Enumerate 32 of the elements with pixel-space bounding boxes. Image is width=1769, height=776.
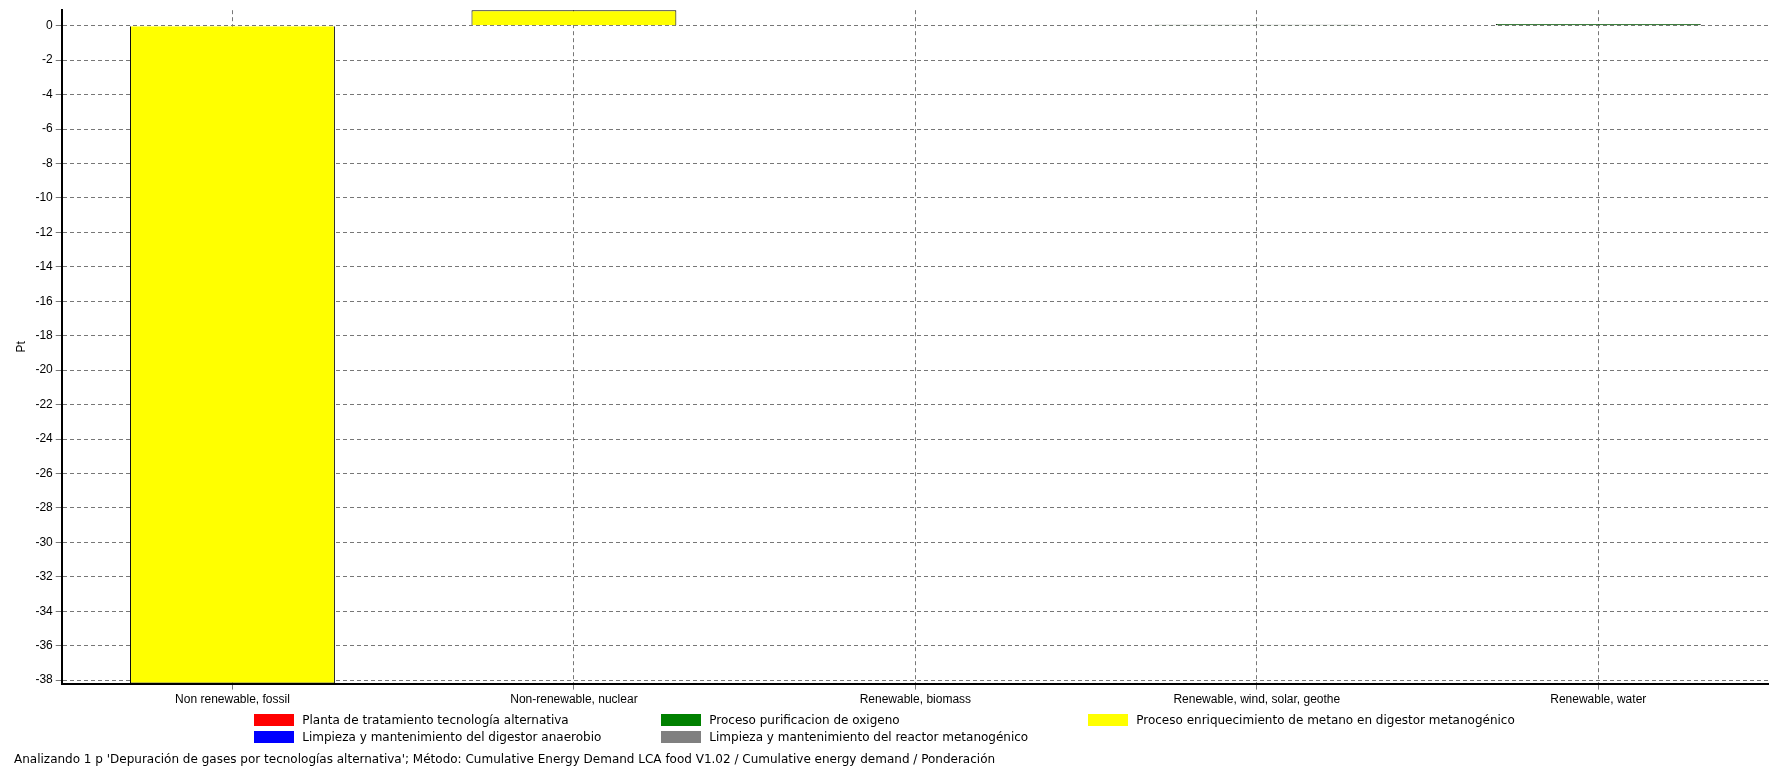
- y-tick-label: -2: [42, 52, 54, 67]
- y-tick-label: -38: [35, 672, 54, 687]
- y-tick-label: -34: [35, 603, 54, 618]
- y-tick-label: -18: [35, 328, 54, 343]
- x-tick-label: Non renewable, fossil: [175, 692, 290, 707]
- legend-label: Planta de tratamiento tecnología alternativa: [302, 712, 569, 727]
- y-tick-label: -30: [35, 534, 54, 549]
- y-tick-label: -22: [35, 396, 54, 411]
- y-tick-label: -8: [42, 155, 54, 170]
- x-tick-label: Renewable, wind, solar, geothe: [1173, 692, 1341, 707]
- y-tick-label: -16: [35, 293, 54, 308]
- x-tick-label: Renewable, water: [1550, 692, 1647, 707]
- y-axis-title: Pt: [13, 340, 28, 353]
- y-tick-label: -32: [35, 569, 54, 584]
- y-tick-label: -10: [35, 190, 54, 205]
- y-tick-label: 0: [46, 18, 54, 33]
- y-tick-label: -12: [35, 224, 54, 239]
- legend-label: Proceso enriquecimiento de metano en digestor metanogénico: [1136, 712, 1515, 727]
- legend-label: Limpieza y mantenimiento del digestor anaerobio: [302, 729, 602, 744]
- y-tick-label: -14: [35, 259, 54, 274]
- legend-label: Proceso purificacion de oxigeno: [709, 712, 900, 727]
- y-tick-label: -36: [35, 638, 54, 653]
- legend-label: Limpieza y mantenimiento del reactor metanogénico: [709, 729, 1029, 744]
- y-tick-label: -28: [35, 500, 54, 515]
- x-tick-label: Non-renewable, nuclear: [510, 692, 638, 707]
- y-tick-label: -24: [35, 431, 54, 446]
- y-tick-label: -20: [35, 362, 54, 377]
- x-tick-label: Renewable, biomass: [859, 692, 972, 707]
- text: Analizando 1 p 'Depuración de gases por tecnologías alternativa'; Método: Cumulative Energy Demand LCA food V1.02 / Cumulative energy demand / Ponderación: [14, 752, 997, 766]
- y-tick-label: -26: [35, 465, 54, 480]
- y-tick-label: -6: [42, 121, 54, 136]
- y-tick-label: -4: [42, 86, 54, 101]
